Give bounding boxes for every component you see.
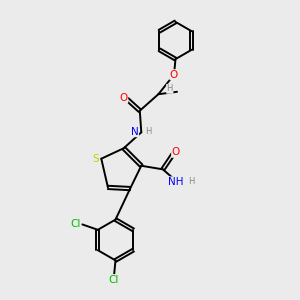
Text: S: S (92, 154, 99, 164)
Text: N: N (131, 127, 139, 137)
Text: H: H (146, 127, 152, 136)
Text: O: O (119, 93, 128, 103)
Text: H: H (167, 84, 173, 93)
Text: O: O (170, 70, 178, 80)
Text: NH: NH (168, 177, 184, 187)
Text: H: H (188, 177, 195, 186)
Text: Cl: Cl (109, 274, 119, 285)
Text: Cl: Cl (70, 219, 81, 230)
Text: O: O (172, 147, 180, 157)
